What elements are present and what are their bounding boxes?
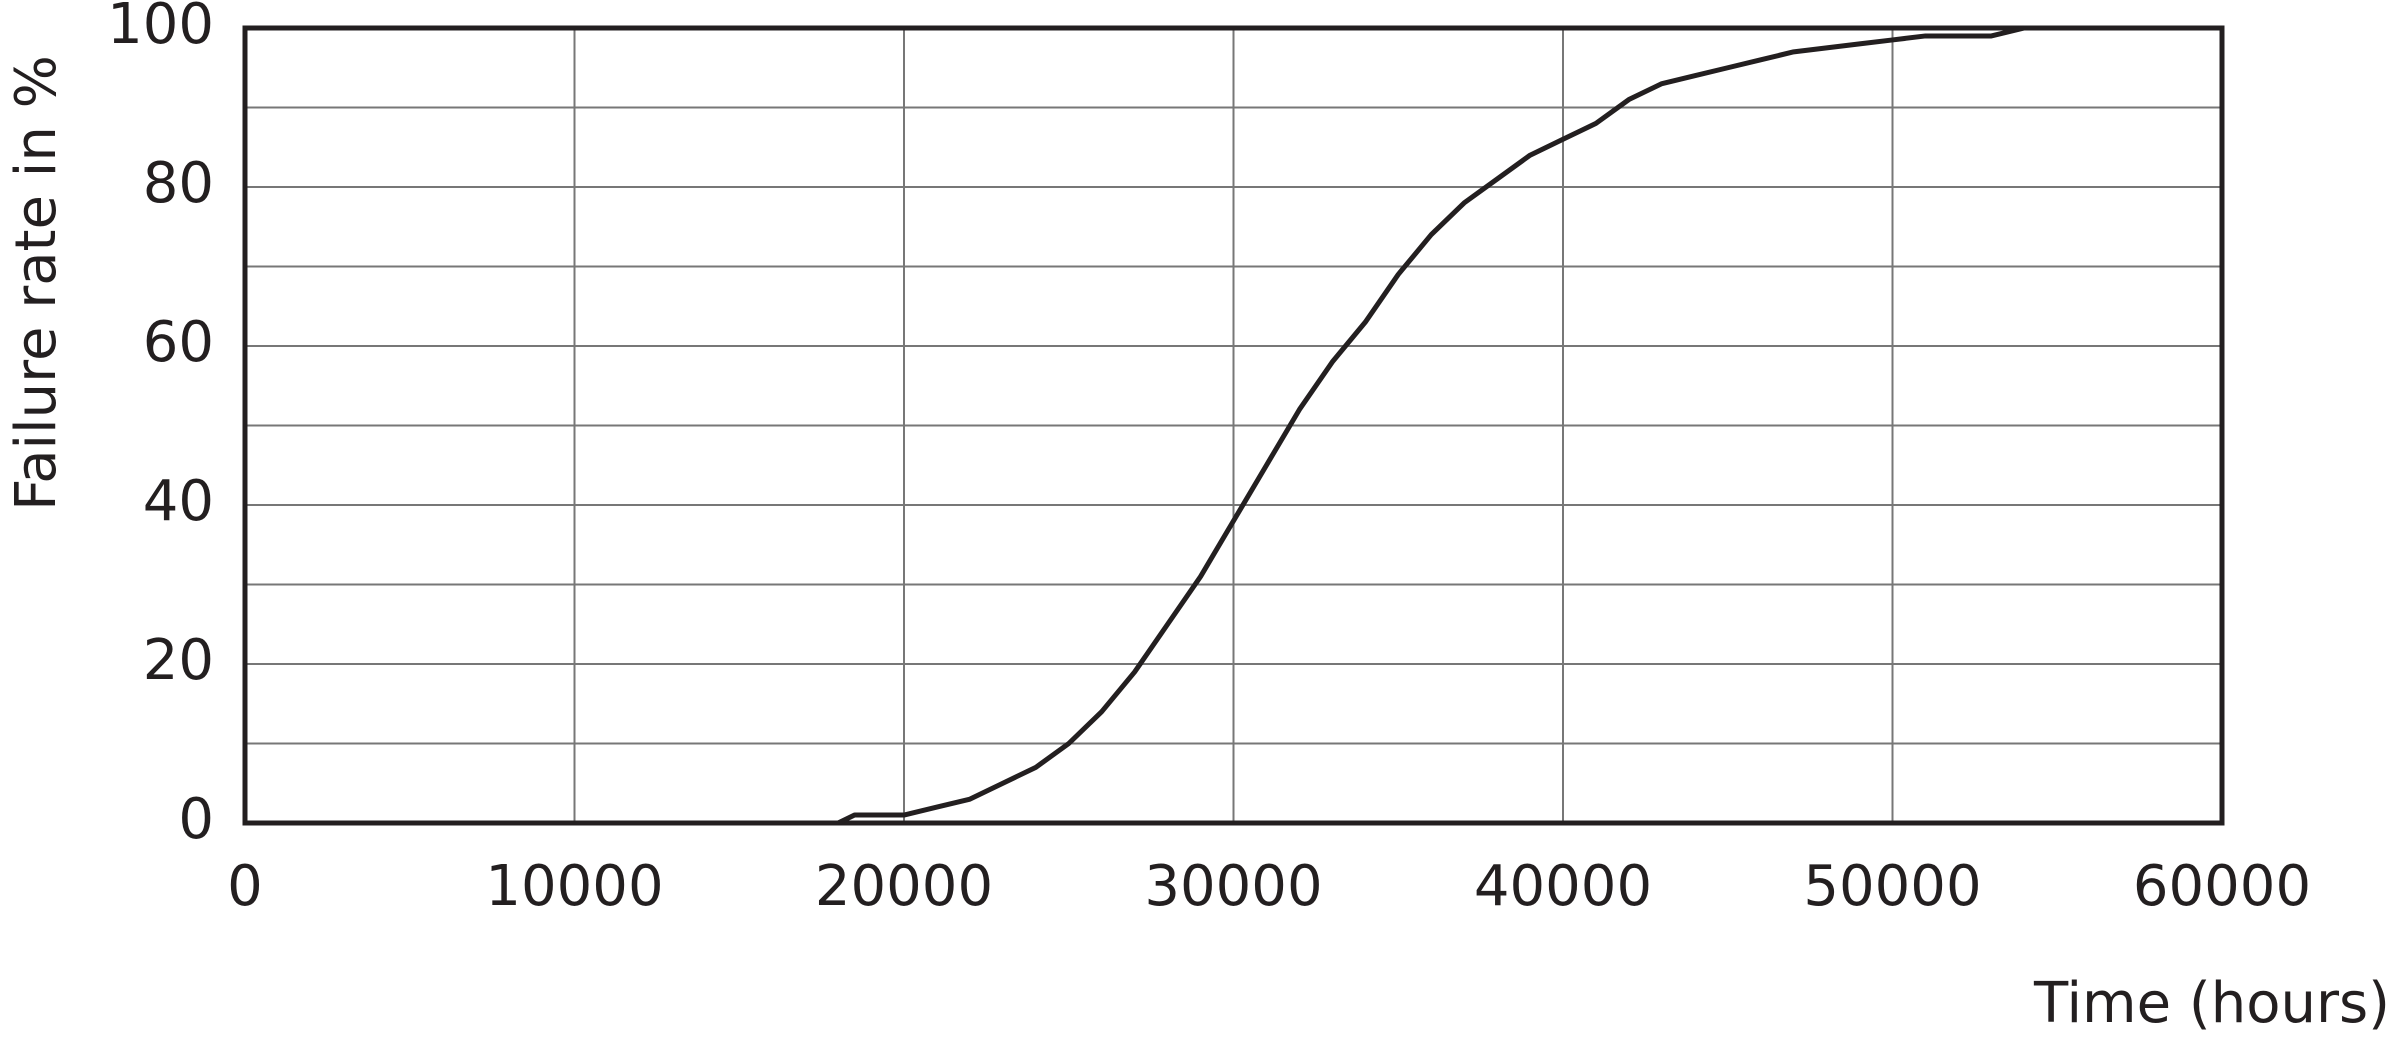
x-axis-label: Time (hours)	[2033, 971, 2390, 1036]
data-line	[245, 25, 2222, 826]
x-tick-label: 0	[227, 854, 263, 919]
x-tick-label: 20000	[815, 854, 993, 919]
y-tick-label: 60	[143, 310, 214, 375]
x-tick-label: 30000	[1144, 854, 1322, 919]
x-tick-label: 50000	[1803, 854, 1981, 919]
x-tick-label: 40000	[1474, 854, 1652, 919]
y-axis-label: Failure rate in %	[4, 55, 69, 511]
x-tick-label: 10000	[485, 854, 663, 919]
y-tick-label: 40	[143, 469, 214, 534]
y-tick-label: 100	[107, 0, 214, 57]
y-tick-label: 0	[178, 787, 214, 852]
x-tick-label: 60000	[2133, 854, 2311, 919]
y-tick-label: 20	[143, 628, 214, 693]
y-tick-label: 80	[143, 151, 214, 216]
plot-frame	[242, 25, 2225, 826]
